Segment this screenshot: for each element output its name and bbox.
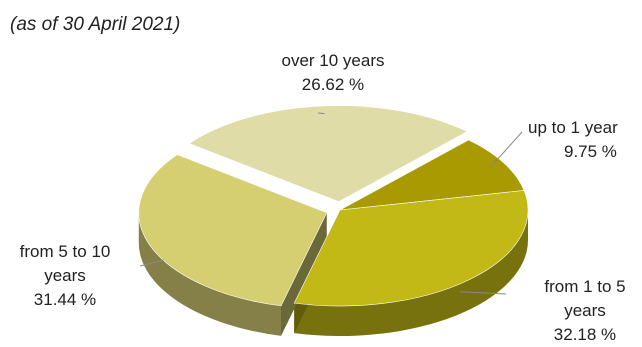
slice-label-up-to-1-year: up to 1 year 9.75 % xyxy=(528,116,642,164)
slice-from-1-to-5-years xyxy=(293,190,529,307)
slice-percent: 31.44 % xyxy=(33,290,97,309)
slice-percent: 9.75 % xyxy=(564,142,617,161)
slice-cut-from-5-to-10-years xyxy=(281,212,327,336)
slice-label-text-line2: years xyxy=(564,301,606,320)
slice-label-from-1-to-5-years: from 1 to 5 years 32.18 % xyxy=(520,275,642,347)
slice-label-text: from 5 to 10 xyxy=(19,242,111,261)
slice-label-text: from 1 to 5 xyxy=(544,277,626,296)
leader-line-over-10-years xyxy=(317,112,325,115)
slice-label-text: over 10 years xyxy=(281,51,385,70)
slice-label-text-line2: years xyxy=(44,266,86,285)
slice-side-from-1-to-5-years xyxy=(294,210,528,336)
slice-percent: 32.18 % xyxy=(553,325,617,344)
chart-subtitle: (as of 30 April 2021) xyxy=(10,14,181,35)
leader-line-up-to-1-year xyxy=(490,131,523,168)
slice-from-5-to-10-years xyxy=(138,154,328,307)
slice-percent: 26.62 % xyxy=(301,75,365,94)
slice-over-10-years xyxy=(188,105,469,202)
slice-label-from-5-to-10-years: from 5 to 10 years 31.44 % xyxy=(0,240,130,312)
slice-label-over-10-years: over 10 years 26.62 % xyxy=(258,49,408,97)
slice-up-to-1-year xyxy=(339,139,525,211)
leader-line-from-1-to-5-years xyxy=(459,291,507,295)
slice-side-from-5-to-10-years xyxy=(138,212,282,336)
leader-line-from-5-to-10-years xyxy=(139,259,164,267)
slice-label-text: up to 1 year xyxy=(528,118,618,137)
